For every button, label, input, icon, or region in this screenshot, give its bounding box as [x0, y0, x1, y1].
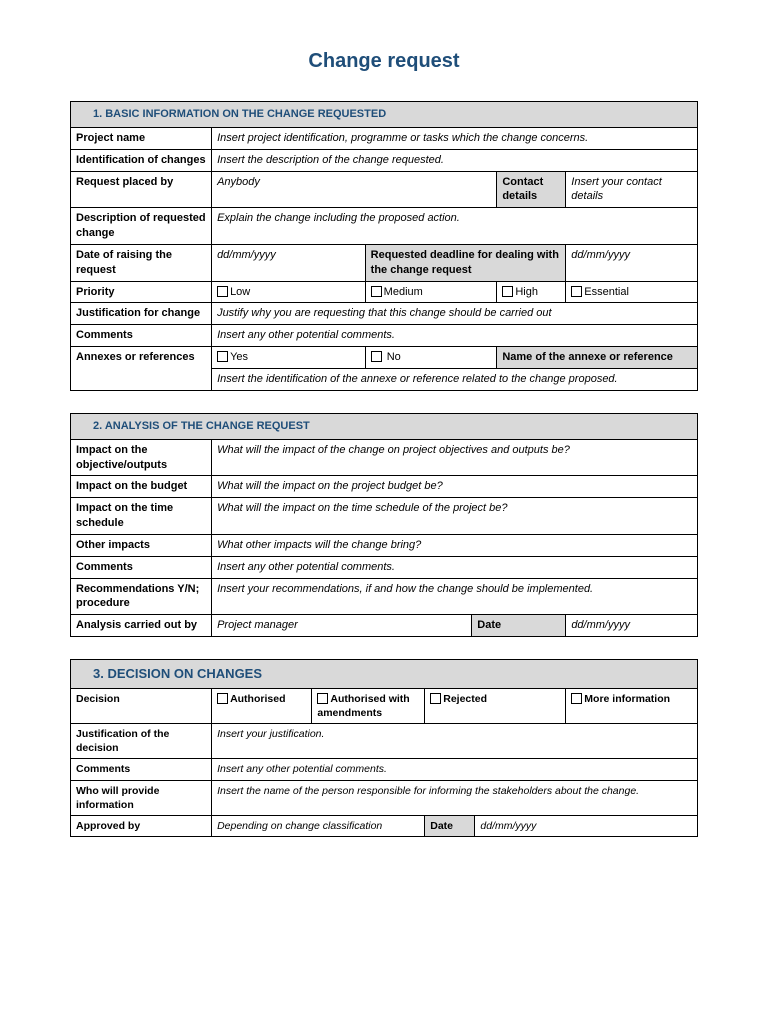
priority-low[interactable]: Low [212, 281, 366, 303]
contact-details-value: Insert your contact details [566, 171, 698, 208]
comments3-value: Insert any other potential comments. [212, 759, 698, 780]
priority-essential-text: Essential [584, 286, 629, 298]
checkbox-icon[interactable] [571, 286, 582, 297]
decision-more-info[interactable]: More information [566, 688, 698, 723]
priority-medium[interactable]: Medium [365, 281, 497, 303]
impact-time-label: Impact on the time schedule [71, 498, 212, 535]
decision-auth-amend[interactable]: Authorised with amendments [312, 688, 425, 723]
decision-more-info-text: More information [584, 693, 670, 705]
checkbox-icon[interactable] [430, 693, 441, 704]
comments1-value: Insert any other potential comments. [212, 325, 698, 347]
page-title: Change request [70, 50, 698, 73]
deadline-value: dd/mm/yyyy [566, 244, 698, 281]
section1-table: 1. BASIC INFORMATION ON THE CHANGE REQUE… [70, 101, 698, 391]
annexes-no[interactable]: No [365, 347, 497, 369]
recommendations-value: Insert your recommendations, if and how … [212, 578, 698, 615]
impact-budget-label: Impact on the budget [71, 476, 212, 498]
section3-table: 3. DECISION ON CHANGES Decision Authoris… [70, 659, 698, 837]
priority-medium-text: Medium [384, 286, 423, 298]
approved-by-value: Depending on change classification [212, 815, 425, 836]
approved-date-label: Date [425, 815, 475, 836]
decision-authorised-text: Authorised [230, 693, 285, 705]
justification-label: Justification for change [71, 303, 212, 325]
impact-budget-value: What will the impact on the project budg… [212, 476, 698, 498]
who-inform-label: Who will provide information [71, 780, 212, 815]
contact-details-label: Contact details [497, 171, 566, 208]
checkbox-icon[interactable] [502, 286, 513, 297]
checkbox-icon[interactable] [217, 351, 228, 362]
checkbox-icon[interactable] [217, 286, 228, 297]
project-name-value: Insert project identification, programme… [212, 127, 698, 149]
justification-value: Justify why you are requesting that this… [212, 303, 698, 325]
checkbox-icon[interactable] [371, 286, 382, 297]
date-raising-value: dd/mm/yyyy [212, 244, 366, 281]
comments2-label: Comments [71, 556, 212, 578]
other-impacts-value: What other impacts will the change bring… [212, 534, 698, 556]
checkbox-icon[interactable] [317, 693, 328, 704]
approved-date-value: dd/mm/yyyy [475, 815, 698, 836]
other-impacts-label: Other impacts [71, 534, 212, 556]
priority-label: Priority [71, 281, 212, 303]
recommendations-label: Recommendations Y/N; procedure [71, 578, 212, 615]
analysis-date-value: dd/mm/yyyy [566, 615, 698, 637]
decision-label: Decision [71, 688, 212, 723]
priority-high[interactable]: High [497, 281, 566, 303]
annexes-label: Annexes or references [71, 347, 212, 391]
description-value: Explain the change including the propose… [212, 208, 698, 245]
checkbox-icon[interactable] [217, 693, 228, 704]
analysis-date-label: Date [472, 615, 566, 637]
ident-changes-label: Identification of changes [71, 149, 212, 171]
section1-header: 1. BASIC INFORMATION ON THE CHANGE REQUE… [71, 102, 698, 128]
decision-authorised[interactable]: Authorised [212, 688, 312, 723]
annexe-name-label: Name of the annexe or reference [497, 347, 698, 369]
priority-essential[interactable]: Essential [566, 281, 698, 303]
date-raising-label: Date of raising the request [71, 244, 212, 281]
analysis-by-value: Project manager [212, 615, 472, 637]
request-by-value: Anybody [212, 171, 497, 208]
impact-obj-label: Impact on the objective/outputs [71, 439, 212, 476]
annexes-yes-text: Yes [230, 351, 248, 363]
priority-low-text: Low [230, 286, 250, 298]
decision-just-value: Insert your justification. [212, 723, 698, 758]
description-label: Description of requested change [71, 208, 212, 245]
priority-high-text: High [515, 286, 538, 298]
checkbox-icon[interactable] [571, 693, 582, 704]
section2-table: 2. ANALYSIS OF THE CHANGE REQUEST Impact… [70, 413, 698, 637]
decision-rejected[interactable]: Rejected [425, 688, 566, 723]
ident-changes-value: Insert the description of the change req… [212, 149, 698, 171]
impact-time-value: What will the impact on the time schedul… [212, 498, 698, 535]
comments1-label: Comments [71, 325, 212, 347]
decision-just-label: Justification of the decision [71, 723, 212, 758]
annexes-yes[interactable]: Yes [212, 347, 366, 369]
comments3-label: Comments [71, 759, 212, 780]
decision-auth-amend-text: Authorised with amendments [317, 693, 409, 719]
checkbox-icon[interactable] [371, 351, 382, 362]
annexes-note: Insert the identification of the annexe … [212, 368, 698, 390]
deadline-label: Requested deadline for dealing with the … [365, 244, 566, 281]
request-by-label: Request placed by [71, 171, 212, 208]
project-name-label: Project name [71, 127, 212, 149]
approved-by-label: Approved by [71, 815, 212, 836]
section3-header: 3. DECISION ON CHANGES [71, 660, 698, 689]
annexes-no-text: No [384, 351, 401, 363]
decision-rejected-text: Rejected [443, 693, 487, 705]
impact-obj-value: What will the impact of the change on pr… [212, 439, 698, 476]
who-inform-value: Insert the name of the person responsibl… [212, 780, 698, 815]
analysis-by-label: Analysis carried out by [71, 615, 212, 637]
section2-header: 2. ANALYSIS OF THE CHANGE REQUEST [71, 413, 698, 439]
comments2-value: Insert any other potential comments. [212, 556, 698, 578]
